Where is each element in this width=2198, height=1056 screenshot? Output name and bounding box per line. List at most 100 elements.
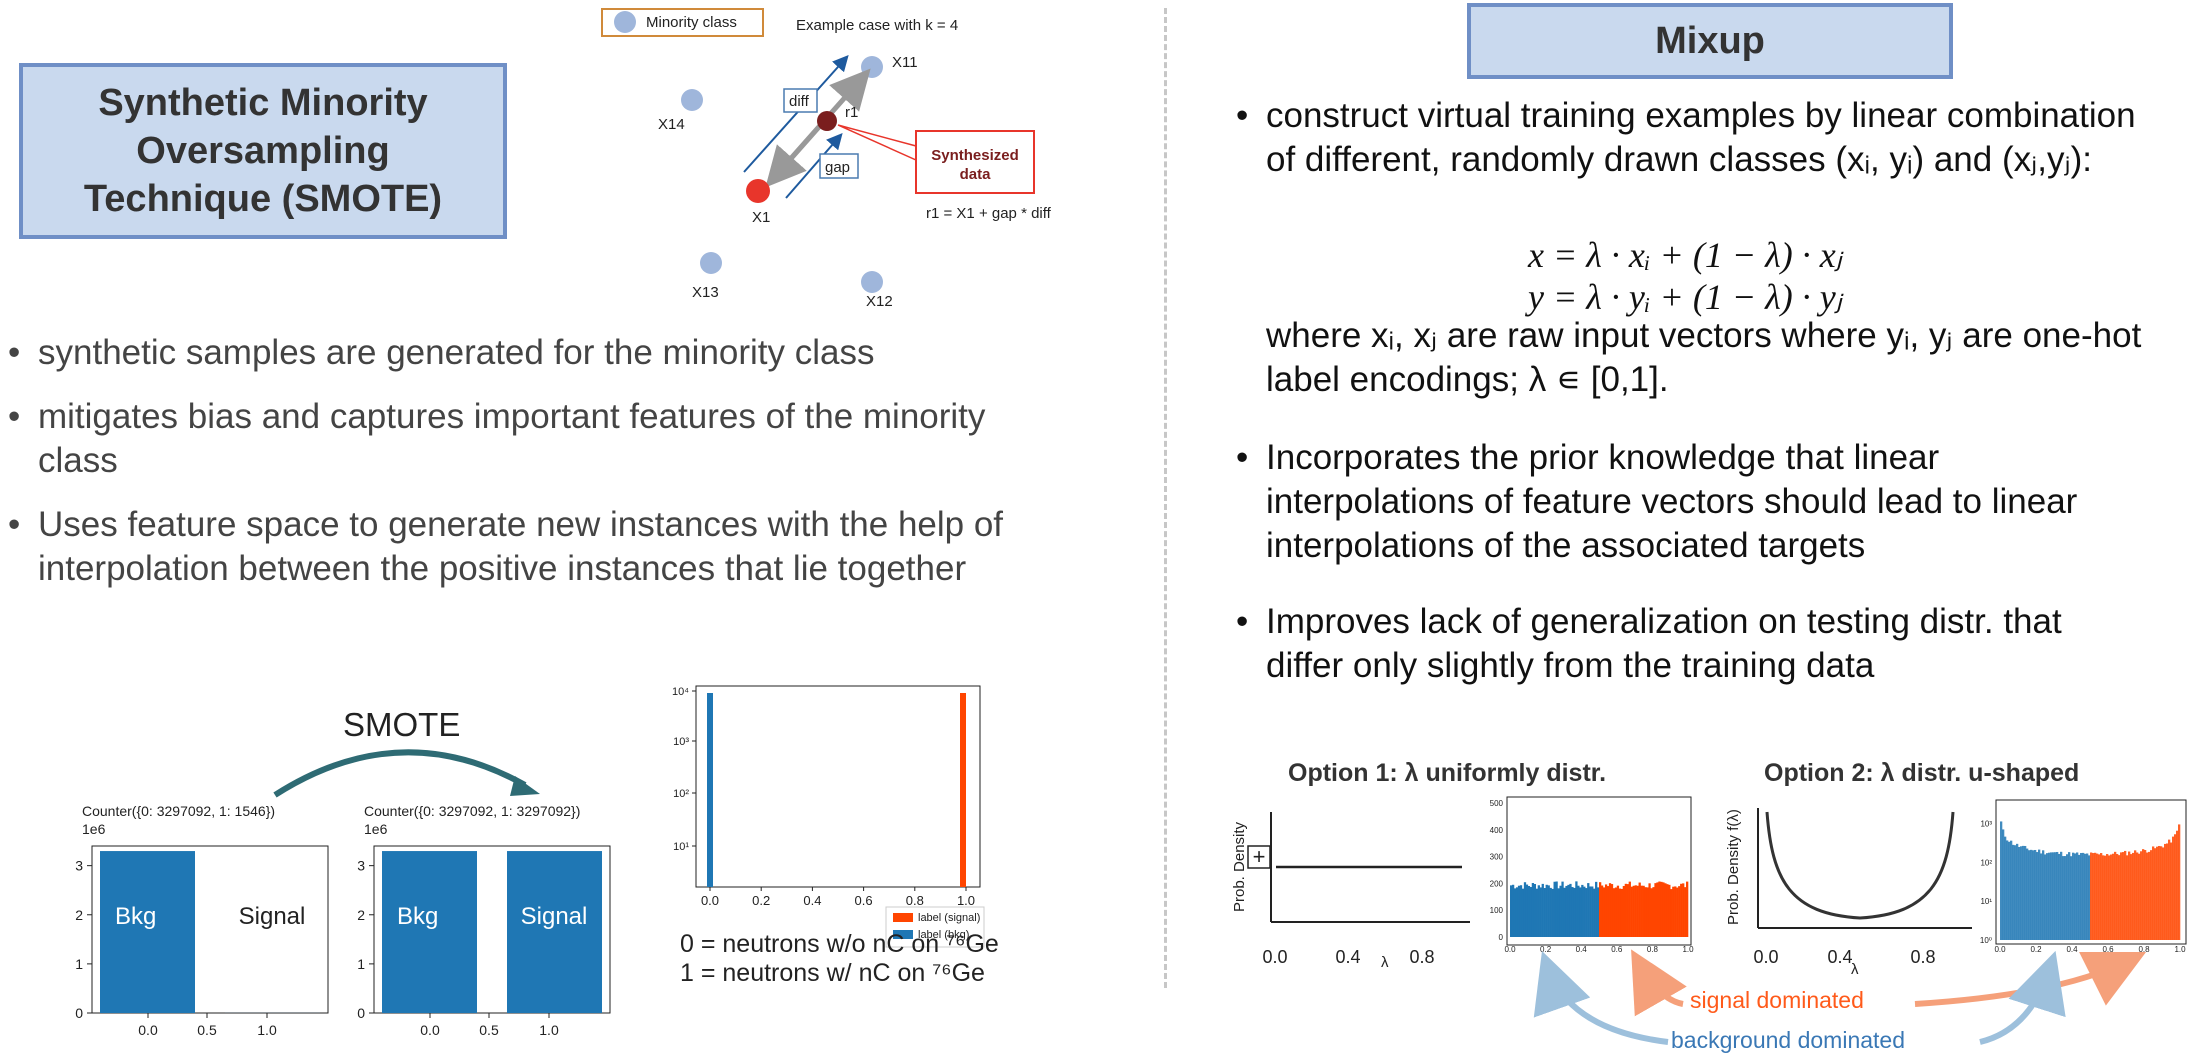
ushape-hist-bar [2044, 854, 2047, 940]
where-text: where xᵢ, xⱼ are raw input vectors where… [1266, 314, 2196, 402]
before-ytick-0: 0 [75, 1005, 83, 1021]
uniform-hist-bar [1632, 885, 1635, 937]
uniform-hist-bar [1567, 884, 1570, 937]
option1-label: Option 1: λ uniformly distr. [1288, 759, 1607, 787]
ushape-hist-bar [2066, 854, 2069, 940]
uniform-hist-bar [1585, 888, 1588, 937]
ushape-hist-bar [2076, 852, 2079, 940]
ushape-hist-bar [2152, 846, 2155, 940]
ushape-hist-bar [2086, 853, 2089, 940]
uniform-hist-bar [1686, 881, 1689, 937]
after-title: Counter({0: 3297092, 1: 3297092}) [364, 803, 580, 819]
ushape-hist-bar [2168, 839, 2171, 940]
uniform-hist-bar [1571, 887, 1574, 937]
ushape-hist-bar [2006, 840, 2009, 940]
ushape-hist-bar [2084, 853, 2087, 940]
uniform-hist-bar [1569, 883, 1572, 937]
ushape-hist-bar [2030, 849, 2033, 940]
after-ytick-3: 3 [357, 858, 365, 874]
legend-signal-label: label (signal) [918, 912, 980, 924]
uniform-hist-bar [1678, 886, 1681, 937]
mixup-title: Mixup [1655, 19, 1765, 62]
bullet1-line-2: of different, randomly drawn classes (xᵢ… [1266, 140, 2092, 179]
diff-arrow [743, 55, 849, 173]
ushape-hist-bar [2062, 856, 2065, 940]
ushape-ylabel: Prob. Density f(λ) [1725, 809, 1742, 925]
legend-signal-swatch [893, 913, 913, 922]
gap-arrow [785, 132, 843, 199]
ushape-hist-bar [2032, 850, 2035, 940]
ushape-hist-bar [2124, 850, 2127, 940]
uniform-hist-bar [1510, 885, 1513, 937]
uniform-hist-bars [1510, 881, 1689, 937]
ushape-hist-bar [2138, 853, 2141, 940]
uniform-hist-bar [1654, 883, 1657, 937]
log-hist-xtick-3: 0.6 [855, 893, 873, 908]
bullet2-line-3: interpolations of the associated targets [1266, 526, 1866, 565]
synth-label-2: data [960, 166, 992, 183]
uniform-hist-bar [1644, 887, 1647, 937]
note-1: 1 = neutrons w/ nC on ⁷⁶Ge [680, 959, 985, 987]
nc-notes: 0 = neutrons w/o nC on ⁷⁶Ge 1 = neutrons… [680, 930, 999, 988]
section-divider [1164, 8, 1167, 988]
uniform-hist-bar [1656, 882, 1659, 937]
log-hist-ytick-1: 10² [673, 788, 689, 800]
uniform-hist-bar [1561, 881, 1564, 937]
uniform-hist-bar [1583, 886, 1586, 937]
ushape-hist-bar [2034, 849, 2037, 940]
ushape-hist-ytick-1: 10¹ [1980, 897, 1992, 906]
ushape-hist-bar [2094, 852, 2097, 940]
after-xtick-0: 0.0 [420, 1022, 440, 1038]
ushape-hist-bar [2130, 854, 2133, 940]
ushape-hist-bar [2060, 851, 2063, 940]
chart-after: Counter({0: 3297092, 1: 3297092}) 1e6 Bkg S… [357, 803, 611, 1038]
smote-diagram: Minority class Example case with k = 4 X… [601, 8, 1052, 310]
uniform-hist-bar [1616, 885, 1620, 937]
uniform-hist-ytick-4: 400 [1490, 826, 1504, 835]
ushape-hist-bar [2024, 845, 2027, 940]
uniform-hist-bar [1541, 883, 1544, 937]
log-hist-ytick-3: 10⁴ [672, 686, 689, 698]
uniform-hist-bar [1608, 883, 1612, 937]
uniform-hist-bar [1670, 889, 1673, 937]
ushape-hist-ticks: 10⁰ 10¹ 10² 10³ 0.0 0.2 0.4 0.6 0.8 1.0 [1980, 819, 2186, 954]
note-0: 0 = neutrons w/o nC on ⁷⁶Ge [680, 930, 999, 958]
log-hist-bar-bkg [707, 693, 713, 887]
ushape-pdf-curve [1765, 811, 1955, 920]
ushape-hist-ytick-3: 10³ [1980, 819, 1992, 828]
log-hist-xtick-2: 0.4 [803, 893, 821, 908]
after-scale: 1e6 [364, 821, 388, 837]
uniform-hist-bar [1648, 883, 1651, 937]
ushape-hist-bar [2118, 855, 2121, 940]
ushape-hist-bar [2028, 850, 2031, 940]
uniform-hist-bar [1523, 882, 1527, 937]
uniform-hist-bar [1515, 887, 1519, 937]
uniform-hist-bar [1672, 886, 1675, 937]
smote-bullet-2: mitigates bias and captures important fe… [0, 395, 1038, 483]
uniform-hist-bar [1549, 887, 1552, 937]
ushape-hist-bar [2096, 853, 2099, 940]
before-label-signal: Signal [239, 903, 306, 930]
uniform-hist-bar [1642, 885, 1645, 937]
uniform-hist-xtick-3: 0.6 [1611, 945, 1623, 954]
uniform-hist-bar [1658, 881, 1661, 937]
uniform-hist-bar [1604, 884, 1608, 937]
bullet2-line-1: Incorporates the prior knowledge that li… [1266, 438, 1940, 477]
uniform-hist-ticks: 0 100 200 300 400 500 0.0 0.2 0.4 0.6 0.8 1.0 [1490, 799, 1694, 954]
ushape-xtick-2: 0.8 [1910, 947, 1935, 967]
ushape-hist-bar [2148, 851, 2151, 940]
ushape-hist-bar [2056, 851, 2059, 940]
ushape-histogram: 10⁰ 10¹ 10² 10³ 0.0 0.2 0.4 0.6 0.8 1.0 [1980, 799, 2187, 954]
example-label: Example case with k = 4 [796, 17, 958, 34]
log-hist-xtick-4: 0.8 [906, 893, 924, 908]
ushape-hist-bar [2012, 844, 2015, 940]
uniform-hist-bar [1539, 887, 1542, 937]
uniform-hist-bar [1547, 885, 1550, 937]
smote-arrow-label: SMOTE [343, 706, 461, 743]
before-xtick-1: 0.5 [197, 1022, 217, 1038]
uniform-hist-bar [1624, 883, 1627, 937]
after-bar-1 [507, 851, 602, 1013]
uniform-hist-bar [1525, 884, 1529, 937]
ushape-hist-bar [2142, 849, 2145, 940]
uniform-pdf-plot: + Prob. Density 0.0 0.4 0.8 λ [1231, 812, 1470, 971]
